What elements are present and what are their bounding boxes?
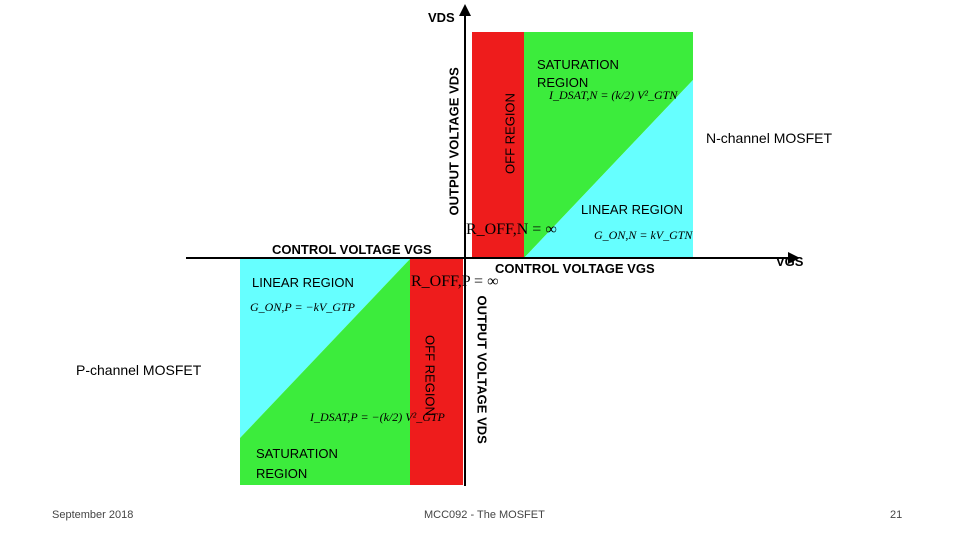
p-roff-label: R_OFF,P = ∞ [411, 273, 499, 290]
vgs-axis-arrow [788, 252, 800, 264]
n-roff-label: R_OFF,N = ∞ [466, 221, 557, 238]
n-saturation-equation: I_DSAT,N = (k/2) V²_GTN [549, 88, 678, 102]
n-saturation-region [524, 32, 693, 258]
footer-page-number: 21 [890, 509, 903, 521]
p-linear-equation: G_ON,P = −kV_GTP [250, 300, 355, 314]
n-channel-title: N-channel MOSFET [706, 130, 833, 146]
p-saturation-region [240, 259, 410, 485]
vgs-axis [186, 257, 792, 259]
p-off-region [410, 259, 463, 485]
vds-axis-arrow [459, 4, 471, 16]
footer-date: September 2018 [52, 509, 134, 521]
p-linear-label: LINEAR REGION [252, 275, 354, 290]
n-off-region-label: OFF REGION [502, 93, 518, 174]
n-linear-label: LINEAR REGION [581, 202, 683, 217]
n-off-region [472, 32, 524, 258]
n-output-voltage-label: OUTPUT VOLTAGE VDS [446, 67, 462, 216]
n-control-voltage-label: CONTROL VOLTAGE VGS [272, 242, 432, 257]
footer-course: MCC092 - The MOSFET [424, 509, 545, 521]
p-output-voltage-label: OUTPUT VOLTAGE VDS [474, 295, 490, 444]
p-channel-title: P-channel MOSFET [76, 362, 202, 378]
n-linear-equation: G_ON,N = kV_GTN [594, 228, 693, 242]
vds-axis-label: VDS [428, 10, 455, 25]
p-control-voltage-label: CONTROL VOLTAGE VGS [495, 261, 655, 276]
n-saturation-label: SATURATION REGION [537, 57, 619, 90]
n-linear-region [524, 80, 693, 258]
vds-axis [464, 14, 466, 486]
vgs-axis-label: VGS [776, 254, 804, 269]
p-saturation-label: SATURATION REGION [256, 446, 338, 481]
p-saturation-equation: I_DSAT,P = −(k/2) V²_GTP [310, 410, 445, 424]
